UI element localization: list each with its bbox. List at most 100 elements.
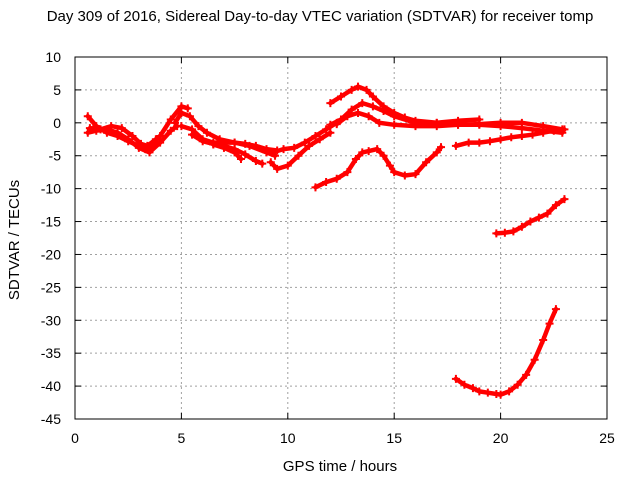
data-point [198, 137, 207, 146]
data-point [454, 120, 463, 129]
data-point [560, 125, 569, 134]
data-point [305, 141, 314, 150]
series-group [83, 82, 569, 399]
data-point [128, 131, 137, 140]
data-point [496, 390, 505, 399]
data-point [432, 148, 441, 157]
data-point [83, 128, 92, 137]
series-line-track-7 [211, 142, 244, 162]
data-point [545, 319, 554, 328]
chart-title: Day 309 of 2016, Sidereal Day-to-day VTE… [46, 8, 594, 25]
x-tick-label: 0 [71, 430, 79, 446]
x-tick-label: 5 [178, 430, 186, 446]
data-point [156, 138, 165, 147]
data-point [539, 128, 548, 137]
y-tick-label: -25 [41, 279, 61, 295]
data-point [496, 122, 505, 131]
data-point [322, 178, 331, 187]
data-point [315, 135, 324, 144]
data-point [551, 201, 560, 210]
data-point [241, 139, 250, 148]
series-line-track-4 [172, 110, 278, 158]
plot-frame [74, 56, 608, 420]
data-point [311, 183, 320, 192]
data-point [343, 112, 352, 121]
data-point [492, 229, 501, 238]
grid [75, 57, 607, 419]
data-point [279, 145, 288, 154]
data-point [517, 124, 526, 133]
data-point [411, 122, 420, 131]
y-tick-label: -20 [41, 246, 61, 262]
data-point [194, 122, 203, 131]
data-point [83, 112, 92, 121]
data-point [549, 126, 558, 135]
data-point [475, 387, 484, 396]
data-point [379, 106, 388, 115]
data-point [534, 213, 543, 222]
data-point [177, 122, 186, 131]
data-point [500, 228, 509, 237]
data-point [485, 137, 494, 146]
data-point [358, 148, 367, 157]
data-point [373, 145, 382, 154]
data-point [107, 122, 116, 131]
data-point [143, 141, 152, 150]
axis-ticks: 0 5 10 15 20 25 10 5 0 -5 -10 -15 -20 -25 -30 -35 -40 -45 [41, 49, 615, 446]
x-tick-label: 25 [599, 430, 615, 446]
data-point [362, 85, 371, 94]
data-point [526, 217, 535, 226]
data-point [326, 99, 335, 108]
series-line-track-13 [313, 144, 444, 190]
data-point [464, 138, 473, 147]
data-point [300, 138, 309, 147]
series-line-track-5 [179, 123, 280, 153]
data-point [507, 133, 516, 142]
y-tick-label: -15 [41, 214, 61, 230]
data-point [539, 336, 548, 345]
data-point [332, 174, 341, 183]
x-tick-label: 15 [386, 430, 402, 446]
data-point [177, 108, 186, 117]
data-point [241, 150, 250, 159]
data-point [513, 380, 522, 389]
data-point [432, 122, 441, 131]
y-tick-label: 0 [53, 115, 61, 131]
data-point [113, 128, 122, 137]
data-point [390, 112, 399, 121]
data-point [326, 128, 335, 137]
data-point [290, 143, 299, 152]
x-axis-label: GPS time / hours [283, 458, 397, 475]
data-point [390, 168, 399, 177]
data-point [145, 148, 154, 157]
data-point [368, 102, 377, 111]
data-point [375, 118, 384, 127]
data-point [347, 105, 356, 114]
data-point [505, 387, 514, 396]
y-tick-label: 10 [45, 49, 61, 65]
data-point [251, 156, 260, 165]
y-tick-label: 5 [53, 82, 61, 98]
y-tick-label: -40 [41, 378, 61, 394]
data-point [385, 161, 394, 170]
data-point [85, 124, 94, 133]
data-point [262, 145, 271, 154]
data-point [379, 151, 388, 160]
data-point [354, 82, 363, 91]
data-point [251, 141, 260, 150]
data-point [268, 148, 277, 157]
data-point [343, 168, 352, 177]
data-point [543, 209, 552, 218]
data-point [364, 147, 373, 156]
data-point [236, 155, 245, 164]
data-point [283, 161, 292, 170]
data-point [258, 159, 267, 168]
data-point [230, 148, 239, 157]
data-point [166, 126, 175, 135]
data-point [475, 138, 484, 147]
data-point [351, 155, 360, 164]
data-point [522, 370, 531, 379]
data-point [528, 130, 537, 139]
data-point [364, 112, 373, 121]
y-axis-label: SDTVAR / TECUs [6, 180, 23, 300]
